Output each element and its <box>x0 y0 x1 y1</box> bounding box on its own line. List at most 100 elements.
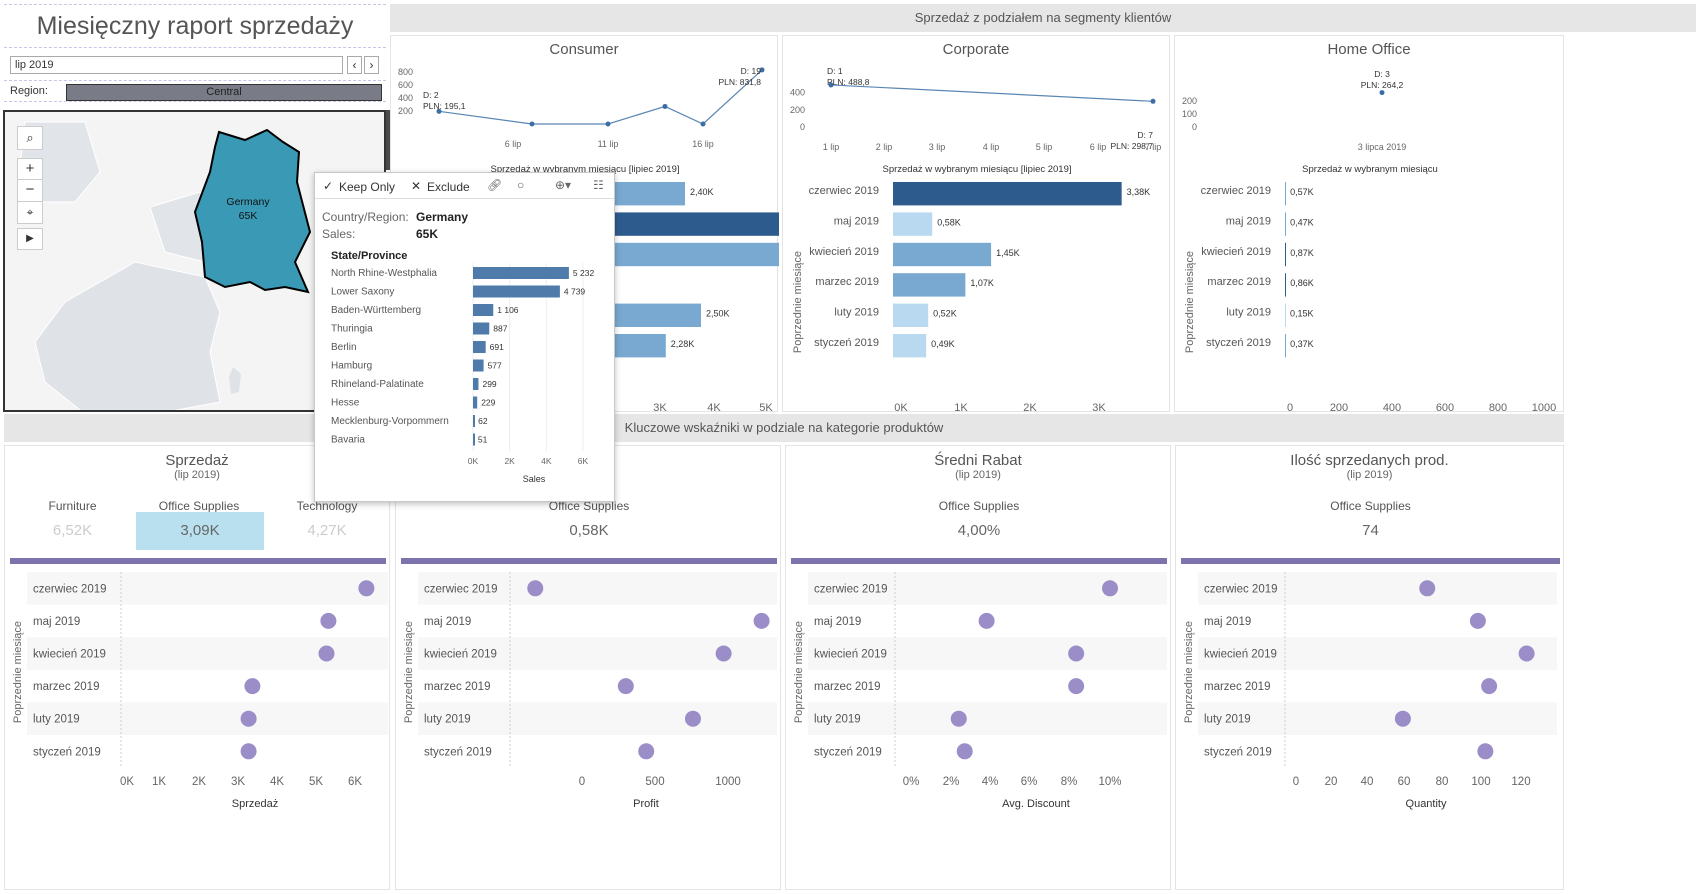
kpi-divider <box>10 558 386 564</box>
data-label: 51 <box>478 435 488 445</box>
x-tick-label: 4K <box>541 456 552 466</box>
data-label: 5 232 <box>573 268 595 278</box>
chevron-right-icon[interactable]: › <box>364 56 379 74</box>
x-tick-label: 800 <box>1489 402 1507 414</box>
kpi-val-office[interactable]: 0,58K <box>569 522 609 539</box>
data-point <box>638 743 655 760</box>
tooltip-action-bar: ✓ Keep Only ✕ Exclude 🔗︎ ○ ⊕▾ ☷ <box>315 173 614 199</box>
kpi-cat-office[interactable]: Office Supplies <box>158 499 240 513</box>
data-point <box>1394 710 1411 727</box>
kpi-panel-discount: Średni Rabat (lip 2019) Office Supplies … <box>785 445 1171 890</box>
bar <box>473 304 494 316</box>
x-tick-label: 16 lip <box>692 139 714 149</box>
y-tick-label: 200 <box>1182 96 1197 106</box>
kpi-val-furniture[interactable]: 6,52K <box>52 522 93 539</box>
keep-only-button[interactable]: Keep Only <box>339 180 396 194</box>
data-label: 0,15K <box>1290 309 1314 319</box>
region-select[interactable]: Central <box>66 84 382 101</box>
bar <box>1285 334 1286 358</box>
data-point <box>978 612 995 629</box>
search-icon[interactable]: ⌕ <box>17 126 43 150</box>
map-tooltip[interactable]: ✓ Keep Only ✕ Exclude 🔗︎ ○ ⊕▾ ☷ Country/… <box>314 172 615 502</box>
kpi-val-office[interactable]: 74 <box>1362 522 1379 539</box>
x-tick-label: 2K <box>504 456 515 466</box>
data-point <box>605 121 611 127</box>
data-point <box>318 645 335 662</box>
x-tick-label: 600 <box>1436 402 1454 414</box>
category-label: luty 2019 <box>1226 307 1271 319</box>
x-tick-label: 20 <box>1325 776 1338 788</box>
x-tick-label: 0 <box>1293 776 1299 788</box>
zoom-in-icon[interactable]: + <box>17 158 43 180</box>
x-tick-label: 0 <box>1287 402 1293 414</box>
data-point <box>1419 580 1436 597</box>
data-label: 299 <box>482 379 496 389</box>
kpi-cat-office[interactable]: Office Supplies <box>938 499 1020 513</box>
annotation-value: PLN: 195,1 <box>423 101 466 111</box>
tooltip-country-value: Germany <box>416 210 469 224</box>
bar <box>893 242 992 267</box>
pin-icon[interactable]: ⌖ <box>17 202 43 224</box>
bar <box>1285 303 1286 327</box>
kpi-cat-office[interactable]: Office Supplies <box>548 499 630 513</box>
kpi-val-technology[interactable]: 4,27K <box>307 522 347 539</box>
corsica-shape[interactable] <box>229 367 241 394</box>
table-icon[interactable]: ☷ <box>593 178 604 192</box>
bar <box>893 273 966 297</box>
chevron-left-icon[interactable]: ‹ <box>347 56 362 74</box>
link-icon[interactable]: 🔗︎ <box>487 178 503 192</box>
kpi-cat-furniture[interactable]: Furniture <box>48 499 97 513</box>
row-band <box>1198 637 1557 670</box>
kpi-profit-dot-chart[interactable]: czerwiec 2019 maj 2019 kwiecień 2019 marzec… <box>396 570 782 820</box>
annotation-day: D: 19 <box>741 66 762 76</box>
kpi-val-office[interactable]: 4,00% <box>957 522 1001 539</box>
annotation-day: D: 1 <box>827 66 843 76</box>
kpi-val-office[interactable]: 3,09K <box>136 512 264 550</box>
play-icon[interactable]: ▶ <box>17 228 43 250</box>
france-shape[interactable] <box>34 261 221 412</box>
home-office-bar-chart[interactable]: czerwiec 2019 0,57K maj 2019 0,47K kwiecień … <box>1175 176 1565 416</box>
kpi-discount-dot-chart[interactable]: czerwiec 2019 maj 2019 kwiecień 2019 marzec… <box>786 570 1172 820</box>
map-panel[interactable]: Germany 65K ⌕ + − ⌖ ▶ <box>3 110 386 412</box>
y-tick-label: 100 <box>1182 109 1197 119</box>
date-filter[interactable]: lip 2019 ‹ › <box>10 54 382 76</box>
segment-subtitle: Sprzedaż w wybranym miesiącu [lipiec 201… <box>490 164 680 175</box>
bar <box>1285 242 1286 267</box>
data-point <box>956 743 973 760</box>
corporate-line-chart[interactable]: 400 200 0 1 lip 2 lip 3 lip 4 lip 5 lip 6 lip 7 l… <box>783 62 1171 162</box>
kpi-quantity-dot-chart[interactable]: czerwiec 2019 maj 2019 kwiecień 2019 marzec… <box>1176 570 1565 820</box>
group-icon[interactable]: ⊕▾ <box>555 178 572 192</box>
category-label: styczeń 2019 <box>424 746 492 758</box>
zoom-out-icon[interactable]: − <box>17 180 43 202</box>
kpi-cat-office[interactable]: Office Supplies <box>1330 499 1411 513</box>
category-label: maj 2019 <box>33 616 80 628</box>
kpi-title: Średni Rabat <box>934 452 1022 469</box>
category-label: maj 2019 <box>834 215 879 227</box>
germany-shape[interactable] <box>193 128 312 294</box>
data-point <box>1518 645 1535 662</box>
category-label: czerwiec 2019 <box>1204 583 1278 595</box>
bar <box>1285 212 1286 236</box>
data-label: 1,07K <box>970 278 994 288</box>
tooltip-bar-chart[interactable]: North Rhine-Westphalia 5 232 Lower Saxony 4… <box>315 263 615 501</box>
x-tick-label: 3 lip <box>929 142 946 152</box>
exclude-button[interactable]: Exclude <box>427 180 470 194</box>
bar <box>893 334 927 358</box>
row-band <box>808 702 1167 735</box>
annotation-day: D: 3 <box>1374 69 1390 79</box>
category-label: styczeń 2019 <box>1204 746 1272 758</box>
date-filter-input[interactable]: lip 2019 <box>10 56 343 74</box>
category-label: marzec 2019 <box>33 681 99 693</box>
segment-panel-home-office: Home Office 200 100 0 3 lipca 2019 D: 3 PLN: … <box>1174 35 1565 414</box>
bulb-icon[interactable]: ○ <box>517 178 525 192</box>
x-tick-label: 200 <box>1330 402 1348 414</box>
x-tick-label: 0% <box>903 776 920 788</box>
kpi-sales-dot-chart[interactable]: czerwiec 2019 maj 2019 kwiecień 2019 marzec… <box>5 570 391 820</box>
x-tick-label: 0K <box>894 402 908 414</box>
kpi-cat-technology[interactable]: Technology <box>296 499 358 513</box>
corporate-bar-chart[interactable]: czerwiec 2019 3,38K maj 2019 0,58K kwiecień … <box>783 176 1171 416</box>
category-label: czerwiec 2019 <box>809 185 879 197</box>
